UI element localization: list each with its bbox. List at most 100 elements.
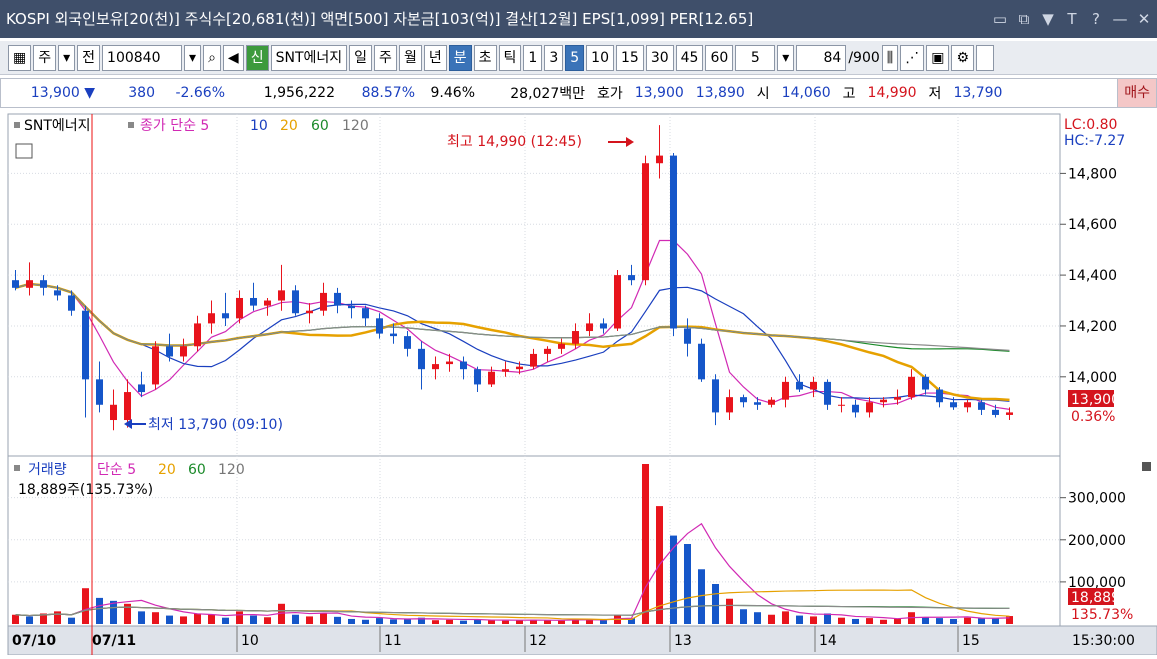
candle-body bbox=[530, 353, 537, 367]
interval-45[interactable]: 45 bbox=[675, 44, 704, 71]
search-icon[interactable]: ⌕ bbox=[203, 44, 221, 71]
volume-bar bbox=[852, 618, 859, 624]
minimize-icon[interactable]: — bbox=[1112, 10, 1128, 28]
volume-bar bbox=[110, 600, 117, 624]
restore-icon[interactable]: ▭ bbox=[992, 10, 1008, 28]
interval-5[interactable]: 5 bbox=[565, 44, 585, 71]
period-week[interactable]: 주 bbox=[374, 44, 397, 71]
stock-code-input[interactable]: 100840 bbox=[102, 44, 183, 71]
interval-3[interactable]: 3 bbox=[544, 44, 564, 71]
volume-bar bbox=[558, 620, 565, 624]
interval-10[interactable]: 10 bbox=[586, 44, 614, 71]
volume-legend-ma20: 20 bbox=[158, 462, 176, 478]
x-axis-label: 10 bbox=[241, 633, 259, 649]
bid-price: 13,890 bbox=[695, 85, 745, 101]
stock-name[interactable]: SNT에너지 bbox=[270, 44, 348, 71]
volume-bar bbox=[362, 619, 369, 624]
volume-bar bbox=[922, 617, 929, 624]
candle-body bbox=[460, 361, 467, 370]
candle-body bbox=[432, 364, 439, 370]
candle-body bbox=[642, 163, 649, 281]
hoga-label: 호가 bbox=[597, 86, 623, 102]
candle-body bbox=[782, 381, 789, 400]
volume-bar bbox=[26, 616, 33, 624]
close-icon[interactable]: ✕ bbox=[1137, 10, 1151, 28]
line-type-icon[interactable]: ⋰ bbox=[900, 44, 925, 71]
x-axis-label: 14 bbox=[819, 633, 837, 649]
volume-bar bbox=[544, 620, 551, 624]
option-checkbox[interactable] bbox=[976, 44, 995, 71]
candle-body bbox=[586, 323, 593, 332]
count-input[interactable]: 84 bbox=[796, 44, 847, 71]
price-y-axis: 14,800 14,600 14,400 14,200 14,000 bbox=[1060, 166, 1117, 386]
current-volume-tag bbox=[1068, 588, 1114, 605]
interval-1[interactable]: 1 bbox=[523, 44, 543, 71]
layout-icon[interactable]: ▦ bbox=[8, 44, 32, 71]
x-axis-label: 15 bbox=[962, 633, 980, 649]
period-second[interactable]: 초 bbox=[473, 44, 497, 71]
volume-ratio: 88.57% bbox=[361, 85, 415, 101]
period-year[interactable]: 년 bbox=[423, 44, 447, 71]
volume-bar bbox=[740, 609, 747, 624]
popout-icon[interactable]: ⧉ bbox=[1018, 10, 1030, 28]
panel-close-icon[interactable] bbox=[1142, 462, 1151, 471]
y-tick-label: 200,000 bbox=[1068, 533, 1126, 549]
y-tick-label: 14,800 bbox=[1068, 166, 1117, 182]
candle-body bbox=[404, 336, 411, 349]
current-pct-text: 0.36% bbox=[1071, 409, 1115, 425]
interval-15[interactable]: 15 bbox=[615, 44, 644, 71]
code-dropdown-icon[interactable]: ▾ bbox=[184, 44, 202, 71]
volume-bar bbox=[572, 618, 579, 624]
volume-legend-name: 거래량 bbox=[28, 462, 67, 478]
volume-bar bbox=[40, 613, 47, 624]
candle-body bbox=[698, 343, 705, 380]
interval-30[interactable]: 30 bbox=[645, 44, 674, 71]
save-icon[interactable]: ▣ bbox=[926, 44, 950, 71]
chart-area[interactable]: SNT에너지 종가 단순 5 10 20 60 120 LC:0.80 HC:-… bbox=[0, 112, 1157, 656]
credit-badge[interactable]: 신 bbox=[245, 44, 269, 71]
help-icon[interactable]: ? bbox=[1092, 10, 1100, 28]
volume-bar bbox=[684, 544, 691, 624]
y-tick-label: 14,000 bbox=[1068, 370, 1117, 386]
buy-button[interactable]: 매수 bbox=[1117, 79, 1156, 107]
candle-body bbox=[908, 376, 915, 398]
volume-bar bbox=[208, 614, 215, 624]
candle-type-icon[interactable]: ⫼ bbox=[881, 44, 899, 71]
candle-body bbox=[320, 292, 327, 311]
price-change: 380 bbox=[128, 85, 155, 101]
candle-body bbox=[250, 297, 257, 306]
high-annotation: 최고 14,990 (12:45) bbox=[447, 134, 582, 150]
interval-60[interactable]: 60 bbox=[705, 44, 734, 71]
settings-icon[interactable]: ⚙ bbox=[951, 44, 975, 71]
interval-dropdown-icon[interactable]: ▾ bbox=[777, 44, 795, 71]
mode-dropdown-icon[interactable]: ▾ bbox=[58, 44, 76, 71]
candle-body bbox=[96, 379, 103, 405]
candle-body bbox=[292, 290, 299, 314]
period-minute[interactable]: 분 bbox=[448, 44, 472, 71]
candlestick-chart[interactable]: SNT에너지 종가 단순 5 10 20 60 120 LC:0.80 HC:-… bbox=[0, 112, 1157, 656]
candle-body bbox=[194, 323, 201, 347]
volume-bar bbox=[586, 619, 593, 624]
low-annotation: 최저 13,790 (09:10) bbox=[148, 417, 283, 433]
scope-select[interactable]: 전 bbox=[77, 44, 101, 71]
interval-input[interactable]: 5 bbox=[735, 44, 776, 71]
period-month[interactable]: 월 bbox=[398, 44, 422, 71]
candle-body bbox=[488, 371, 495, 385]
candle-body bbox=[684, 328, 691, 344]
candle-body bbox=[54, 290, 61, 296]
volume-bar bbox=[880, 619, 887, 624]
x-axis-labels: 07/10 07/11 10 11 12 13 14 15 bbox=[12, 626, 980, 652]
price-legend-ma120: 120 bbox=[342, 118, 369, 134]
candle-body bbox=[614, 275, 621, 329]
mode-select[interactable]: 주 bbox=[33, 44, 57, 71]
time-label: 15:30:00 bbox=[1072, 633, 1135, 649]
candle-body bbox=[222, 313, 229, 319]
candle-body bbox=[992, 409, 999, 415]
sound-icon[interactable]: ◀ bbox=[222, 44, 244, 71]
table-icon[interactable] bbox=[15, 143, 33, 159]
font-icon[interactable]: T bbox=[1067, 10, 1077, 28]
period-day[interactable]: 일 bbox=[349, 44, 373, 71]
volume-bar bbox=[698, 569, 705, 624]
period-tick[interactable]: 틱 bbox=[498, 44, 522, 71]
pin-icon[interactable]: ▼ bbox=[1042, 10, 1054, 28]
